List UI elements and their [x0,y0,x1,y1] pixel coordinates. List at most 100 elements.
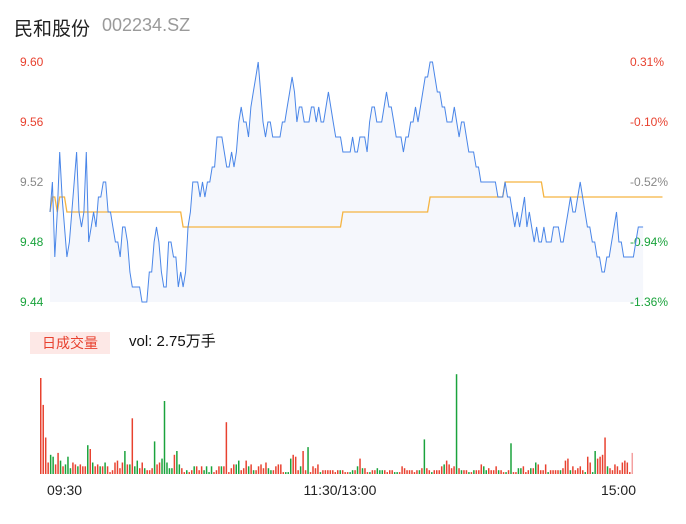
volume-bar [396,472,398,474]
volume-bar [297,470,299,474]
volume-bar [205,466,208,474]
volume-bar [369,472,371,474]
volume-bar [440,466,443,474]
volume-bar [240,470,242,474]
volume-bar [282,472,285,474]
volume-bar [84,466,87,474]
volume-bar [139,468,141,474]
time-axis: 09:30 11:30/13:00 15:00 [47,482,636,498]
volume-bar [547,472,549,474]
volume-bar [584,472,586,474]
volume-bar [465,470,468,474]
volume-bar [361,468,364,474]
volume-bar [522,466,525,474]
volume-bar [596,458,599,474]
volume-bar [238,460,240,474]
volume-bar [376,468,379,474]
volume-bar [235,464,238,474]
volume-bar [44,437,47,474]
volume-bar [252,470,255,474]
volume-bar [317,464,319,474]
volume-bar [178,464,181,474]
volume-bar [228,472,230,474]
volume-bar [176,451,178,474]
volume-bar [455,374,458,474]
time-tick-label: 09:30 [47,482,82,498]
volume-bar [557,470,559,474]
volume-bar [346,472,349,474]
volume-bar [332,470,334,474]
volume-bar [344,472,346,474]
volume-bar [163,401,166,474]
volume-bar [314,468,317,474]
volume-bar [495,466,497,474]
volume-tab[interactable]: 日成交量 [30,332,110,354]
volume-bar [517,468,520,474]
percent-axis-right: 0.31% -0.10% -0.52% -0.94% -1.36% [630,55,668,309]
volume-bar [473,470,475,474]
volume-bar [468,472,470,474]
volume-bar [54,464,57,474]
volume-bar [210,466,213,474]
volume-bar [62,466,64,474]
volume-bar [626,462,629,474]
volume-bar [354,470,356,474]
volume-bar [99,466,101,474]
volume-bar [349,472,351,474]
volume-bar [82,466,84,474]
volume-bar [59,460,62,474]
volume-bar [96,464,99,474]
volume-bar [582,470,584,474]
volume-bar [143,468,146,474]
time-tick-label: 15:00 [601,482,636,498]
volume-bar [193,466,195,474]
volume-bar [480,464,483,474]
volume-bar [129,464,131,474]
volume-bar [94,466,96,474]
volume-bar [312,466,314,474]
volume-bar [327,470,329,474]
volume-bar [564,460,567,474]
volume-bar [512,472,515,474]
volume-bar [126,464,129,474]
volume-bar [309,472,312,474]
volume-bar [527,470,530,474]
volume-bar [502,472,505,474]
volume-bar [198,470,200,474]
volume-bar [500,470,502,474]
volume-bar [247,466,250,474]
volume-bar [416,470,418,474]
volume-bar [554,470,557,474]
volume-bar [463,470,465,474]
volume-bar [131,418,134,474]
volume-bar [188,472,190,474]
volume-bar [277,464,280,474]
volume-bar [299,466,302,474]
volume-bar [158,462,161,474]
time-tick-label: 11:30/13:00 [304,482,377,498]
volume-bar [401,466,403,474]
volume-bar [307,447,309,474]
volume-bar [262,468,265,474]
volume-bar [364,468,366,474]
volume-bar [606,466,609,474]
volume-bar [411,470,413,474]
volume-bar [611,470,614,474]
volume-bar [294,456,297,474]
volume-bar [483,466,485,474]
volume-bar [153,441,156,474]
volume-bar [604,437,606,474]
volume-bar [213,472,215,474]
volume-bar [49,454,52,474]
volume-bar [421,468,423,474]
volume-bar [544,464,547,474]
volume-bar [366,472,369,474]
volume-bar [631,452,634,474]
volume-bar [289,458,292,474]
volume-bar [535,462,537,474]
volume-bar [460,470,463,474]
volume-bar [106,466,109,474]
volume-bar [233,464,235,474]
volume-bar [111,470,114,474]
volume-bar [166,462,168,474]
